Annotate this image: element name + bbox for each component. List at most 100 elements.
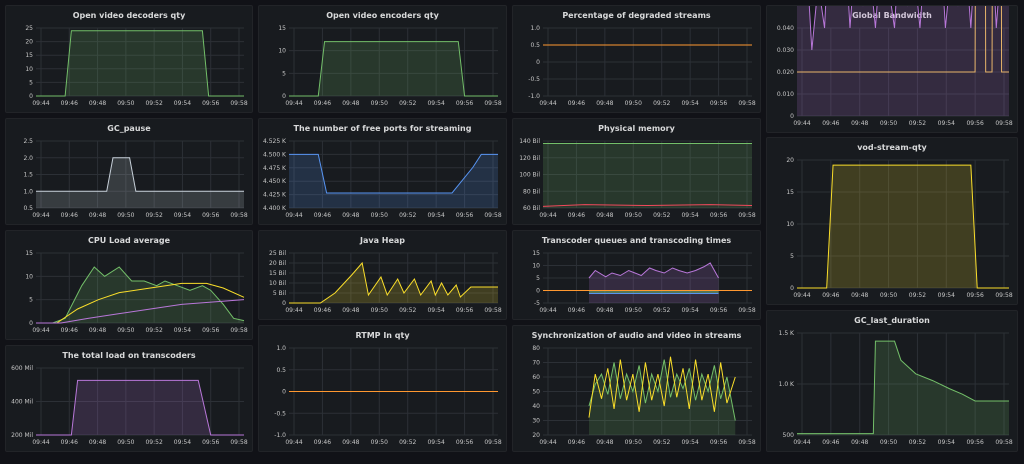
y-tick-label: 4.400 K xyxy=(263,205,287,212)
x-tick-label: 09:56 xyxy=(456,307,473,314)
panel-title[interactable]: Percentage of degraded streams xyxy=(562,11,711,20)
y-tick-label: 0 xyxy=(790,113,794,120)
panel-transcoder-total-load[interactable]: The total load on transcoders 600 Mil 400 … xyxy=(5,345,253,452)
x-tick-label: 09:52 xyxy=(399,100,416,107)
y-tick-label: 10 xyxy=(786,221,794,228)
series-fill xyxy=(797,6,1009,116)
panel-title[interactable]: Transcoder queues and transcoding times xyxy=(541,236,732,245)
y-tick-label: 600 Mil xyxy=(11,365,33,372)
y-tick-label: 1.0 K xyxy=(779,381,795,388)
y-tick-label: 0.5 xyxy=(23,205,33,212)
x-tick-label: 09:56 xyxy=(202,212,219,219)
x-tick-label: 09:44 xyxy=(793,292,810,299)
y-tick-label: 400 Mil xyxy=(11,399,33,406)
series-line xyxy=(797,6,1009,73)
panel-gc-last-duration[interactable]: GC_last_duration 1.5 K 1.0 K 500 09:44 09:46 0… xyxy=(766,310,1018,452)
series-fill xyxy=(36,30,244,96)
x-tick-label: 09:54 xyxy=(427,212,444,219)
x-tick-label: 09:48 xyxy=(596,100,613,107)
panel-open-video-encoders[interactable]: Open video encoders qty 15 10 5 0 09:44 09:46 0… xyxy=(258,5,507,113)
panel-vod-stream-qty[interactable]: vod-stream-qty 20 15 10 5 0 09:44 09:46 09:48 09:… xyxy=(766,137,1018,305)
y-tick-label: 20 xyxy=(786,157,794,164)
x-tick-label: 09:44 xyxy=(285,212,302,219)
x-tick-label: 09:58 xyxy=(738,439,755,446)
panel-open-video-decoders[interactable]: Open video decoders qty 25 20 15 10 5 0 09:44 09… xyxy=(5,5,253,113)
panel-title[interactable]: Physical memory xyxy=(598,124,675,133)
x-tick-label: 09:50 xyxy=(371,307,388,314)
panel-audio-video-sync[interactable]: Synchronization of audio and video in st… xyxy=(512,325,761,452)
x-tick-label: 09:50 xyxy=(880,120,897,127)
panel-global-bandwidth[interactable]: Global Bandwidth 0.040 0.030 0.020 0.010 0 09:… xyxy=(766,5,1018,133)
panel-title[interactable]: The number of free ports for streaming xyxy=(293,124,472,133)
x-tick-label: 09:56 xyxy=(966,292,983,299)
x-tick-label: 09:50 xyxy=(625,439,642,446)
panel-gc-pause[interactable]: GC_pause 2.5 2.0 1.5 1.0 0.5 09:44 09:46 09:48 09… xyxy=(5,118,253,225)
panel-title[interactable]: GC_last_duration xyxy=(854,316,930,325)
panel-title[interactable]: vod-stream-qty xyxy=(857,143,927,152)
x-tick-label: 09:58 xyxy=(995,292,1012,299)
x-tick-label: 09:58 xyxy=(738,100,755,107)
panel-title[interactable]: Open video encoders qty xyxy=(326,11,439,20)
panel-java-heap[interactable]: Java Heap 25 Bil 20 Bil 15 Bil 10 Bil 5 Bil 0 0… xyxy=(258,230,507,320)
x-tick-label: 09:54 xyxy=(427,439,444,446)
x-tick-label: 09:58 xyxy=(230,100,247,107)
x-tick-label: 09:44 xyxy=(32,100,49,107)
panel-free-ports[interactable]: The number of free ports for streaming 4.… xyxy=(258,118,507,225)
x-tick-label: 09:50 xyxy=(117,212,134,219)
y-tick-label: 20 xyxy=(25,39,33,46)
panel-cpu-load[interactable]: CPU Load average 15 10 5 0 09:44 09:46 09:48 09:… xyxy=(5,230,253,340)
series-line xyxy=(36,282,245,324)
x-tick-label: 09:52 xyxy=(399,212,416,219)
chart-area: 4.525 K 4.500 K 4.475 K 4.450 K 4.425 K 4.400… xyxy=(263,138,502,219)
y-tick-label: 50 xyxy=(532,389,540,396)
y-tick-label: 0.030 xyxy=(777,47,794,54)
panel-degraded-streams[interactable]: Percentage of degraded streams 1.0 0.5 0 -0.… xyxy=(512,5,761,113)
series-line xyxy=(289,153,498,194)
x-tick-label: 09:48 xyxy=(596,307,613,314)
x-tick-label: 09:48 xyxy=(342,307,359,314)
x-tick-label: 09:46 xyxy=(822,120,839,127)
y-tick-label: 15 xyxy=(25,250,33,257)
x-tick-label: 09:52 xyxy=(909,120,926,127)
x-tick-label: 09:56 xyxy=(710,212,727,219)
series-line xyxy=(36,379,244,436)
chart-area: 15 10 5 009:44 09:46 09:48 09:50 09:52 09:54 09:5… xyxy=(278,25,501,107)
y-tick-label: 5 Bil xyxy=(273,290,287,297)
panel-transcoder-queues[interactable]: Transcoder queues and transcoding times 1… xyxy=(512,230,761,320)
series-fill xyxy=(797,341,1009,435)
y-tick-label: -5 xyxy=(534,300,540,307)
x-tick-label: 09:48 xyxy=(851,120,868,127)
panel-title[interactable]: RTMP In qty xyxy=(355,331,410,340)
chart-area: 0.040 0.030 0.020 0.010 009:44 09:46 09:48 09:5… xyxy=(777,6,1013,127)
panel-rtmp-in-qty[interactable]: RTMP In qty 1.0 0.5 0 -0.5 -1.0 09:44 09:46 09:4… xyxy=(258,325,507,452)
y-tick-label: 200 Mil xyxy=(11,432,33,439)
y-tick-label: 5 xyxy=(536,275,540,282)
series-line xyxy=(36,266,245,324)
y-tick-label: 4.500 K xyxy=(263,151,287,158)
x-tick-label: 09:48 xyxy=(89,100,106,107)
panel-title[interactable]: Synchronization of audio and video in st… xyxy=(531,331,742,340)
x-tick-label: 09:50 xyxy=(117,439,134,446)
panel-title[interactable]: The total load on transcoders xyxy=(62,351,196,360)
panel-title[interactable]: GC_pause xyxy=(107,124,151,133)
x-tick-label: 09:54 xyxy=(938,292,955,299)
y-tick-label: 0 xyxy=(282,389,286,396)
y-tick-label: 10 xyxy=(25,273,33,280)
x-tick-label: 09:56 xyxy=(202,439,219,446)
x-tick-label: 09:54 xyxy=(174,439,191,446)
panel-title[interactable]: CPU Load average xyxy=(87,236,171,245)
y-tick-label: 4.450 K xyxy=(263,178,287,185)
x-tick-label: 09:46 xyxy=(314,307,331,314)
y-tick-label: 0 xyxy=(29,320,33,327)
y-tick-label: 0 xyxy=(282,93,286,100)
panel-title[interactable]: Java Heap xyxy=(359,236,406,245)
panel-title[interactable]: Open video decoders qty xyxy=(72,11,186,20)
series-fill xyxy=(289,263,498,303)
y-tick-label: 0 xyxy=(536,59,540,66)
x-tick-label: 09:46 xyxy=(314,100,331,107)
panel-physical-memory[interactable]: Physical memory 140 Bil 120 Bil 100 Bil 80 B… xyxy=(512,118,761,225)
y-tick-label: 60 Bil xyxy=(523,205,540,212)
panel-title[interactable]: Global Bandwidth xyxy=(852,11,932,20)
series-line xyxy=(588,359,736,421)
y-tick-label: 100 Bil xyxy=(519,172,540,179)
